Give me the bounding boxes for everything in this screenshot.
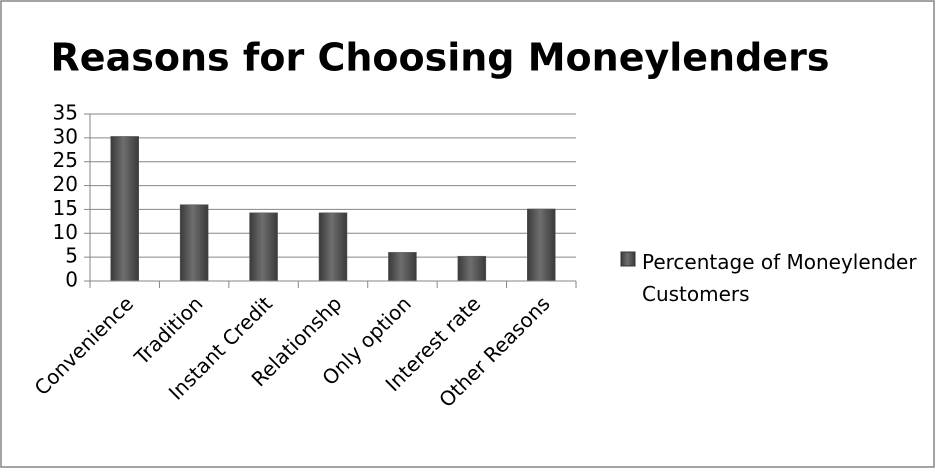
bar xyxy=(388,252,417,282)
y-tick-label: 5 xyxy=(65,244,78,268)
legend-swatch xyxy=(620,251,636,267)
legend-label: Percentage of Moneylender Customers xyxy=(642,250,917,306)
bar xyxy=(457,255,487,282)
y-tick-label: 0 xyxy=(65,268,78,292)
y-tick-label: 35 xyxy=(53,101,78,125)
y-tick-label: 30 xyxy=(53,124,78,148)
bar xyxy=(110,136,139,282)
bar xyxy=(249,212,278,282)
y-tick-label: 15 xyxy=(53,196,78,220)
bar xyxy=(179,204,209,282)
y-tick-label: 10 xyxy=(53,220,78,244)
bar xyxy=(527,208,556,282)
y-tick-label: 25 xyxy=(53,148,78,172)
y-tick-label: 20 xyxy=(53,172,78,196)
chart-title: Reasons for Choosing Moneylenders xyxy=(51,36,830,80)
bar xyxy=(318,212,348,282)
